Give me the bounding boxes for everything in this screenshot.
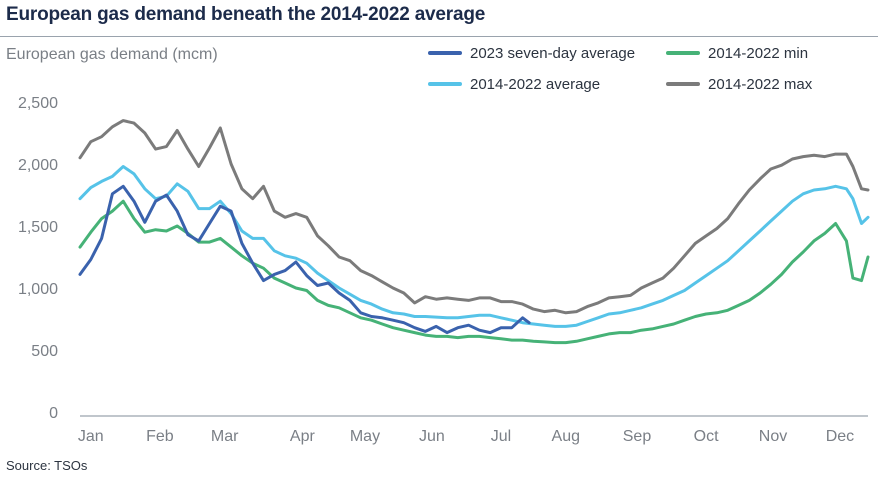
x-tick-label: Sep [623,428,652,445]
y-tick-label: 2,000 [18,157,58,174]
x-tick-label: Jun [419,428,445,445]
legend-label-2023: 2023 seven-day average [470,45,635,62]
legend-label-avg: 2014-2022 average [470,76,600,93]
y-tick-label: 0 [49,405,58,422]
series-line-max [78,119,870,315]
y-tick-label: 1,000 [18,281,58,298]
x-tick-label: Jan [78,428,104,445]
series-line-avg [78,165,870,328]
x-tick-label: Aug [552,428,580,445]
x-tick-label: Apr [290,428,316,445]
x-tick-label: Dec [826,428,854,445]
x-tick-label: May [350,428,380,445]
y-axis-label: European gas demand (mcm) [6,46,218,63]
y-tick-label: 1,500 [18,219,58,236]
x-tick-label: Nov [759,428,787,445]
series-line-min [78,199,870,345]
x-tick-label: Jul [491,428,511,445]
legend-label-min: 2014-2022 min [708,45,808,62]
series-line-2023 [78,184,531,335]
source-note: Source: TSOs [6,458,88,473]
legend-label-max: 2014-2022 max [708,76,813,93]
chart-title: European gas demand beneath the 2014-202… [6,4,486,25]
x-tick-label: Oct [694,428,719,445]
title-divider [0,36,878,37]
x-tick-label: Mar [211,428,239,445]
y-tick-label: 500 [31,343,58,360]
x-tick-label: Feb [146,428,174,445]
y-tick-label: 2,500 [18,95,58,112]
